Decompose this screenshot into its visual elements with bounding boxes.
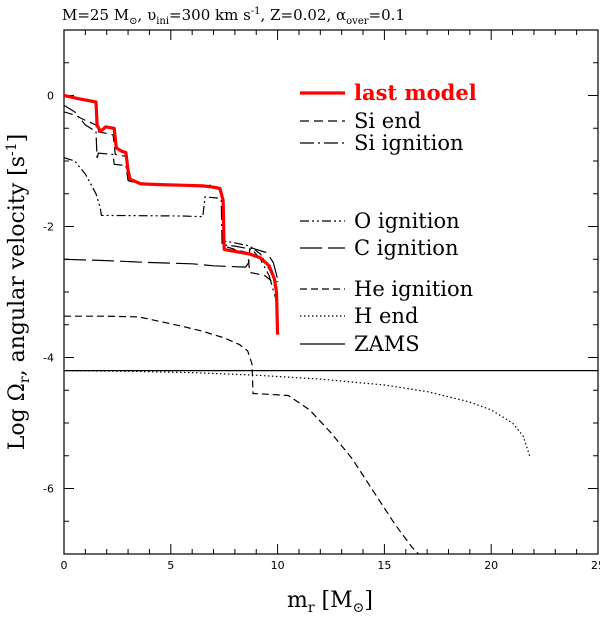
x-axis-title: mr [M⊙] <box>287 588 373 616</box>
legend-label-h-end: H end <box>354 304 418 328</box>
x-tick-label: 5 <box>167 559 174 572</box>
x-tick-label: 0 <box>61 559 68 572</box>
y-axis-title: Log Ωr, angular velocity [s-1] <box>4 134 33 451</box>
legend-label-last-model: last model <box>354 80 477 105</box>
legend-label-o-ignition: O ignition <box>354 209 460 233</box>
series-line-last-model <box>64 93 280 335</box>
y-tick-label: -2 <box>43 221 54 234</box>
series-line-o-ignition <box>64 157 279 283</box>
x-tick-label: 20 <box>484 559 498 572</box>
y-tick-label: 0 <box>47 90 54 103</box>
x-tick-label: 15 <box>377 559 391 572</box>
x-tick-label: 25 <box>591 559 600 572</box>
y-tick-label: -4 <box>43 352 54 365</box>
legend-label-he-ignition: He ignition <box>354 277 473 301</box>
series-layer <box>64 93 598 554</box>
y-tick-label: -6 <box>43 483 54 496</box>
legend-label-zams: ZAMS <box>354 332 420 356</box>
x-tick-label: 10 <box>271 559 285 572</box>
legend-label-c-ignition: C ignition <box>354 236 458 260</box>
series-line-c-ignition <box>64 247 279 280</box>
axis-tick-labels: 0 5 10 15 20 25 0 -2 -4 -6 <box>43 90 600 573</box>
legend-label-si-end: Si end <box>354 109 421 133</box>
series-line-h-end <box>64 370 531 456</box>
legend-label-si-ignition: Si ignition <box>354 131 464 155</box>
series-line-si-end <box>64 111 279 296</box>
plot-frame <box>63 29 599 555</box>
axis-ticks <box>63 29 599 555</box>
series-line-he-ignition <box>64 315 420 554</box>
series-line-si-ignition <box>64 104 279 306</box>
chart-title: M=25 M⊙, υini=300 km s-1, Z=0.02, αover=… <box>62 6 405 27</box>
